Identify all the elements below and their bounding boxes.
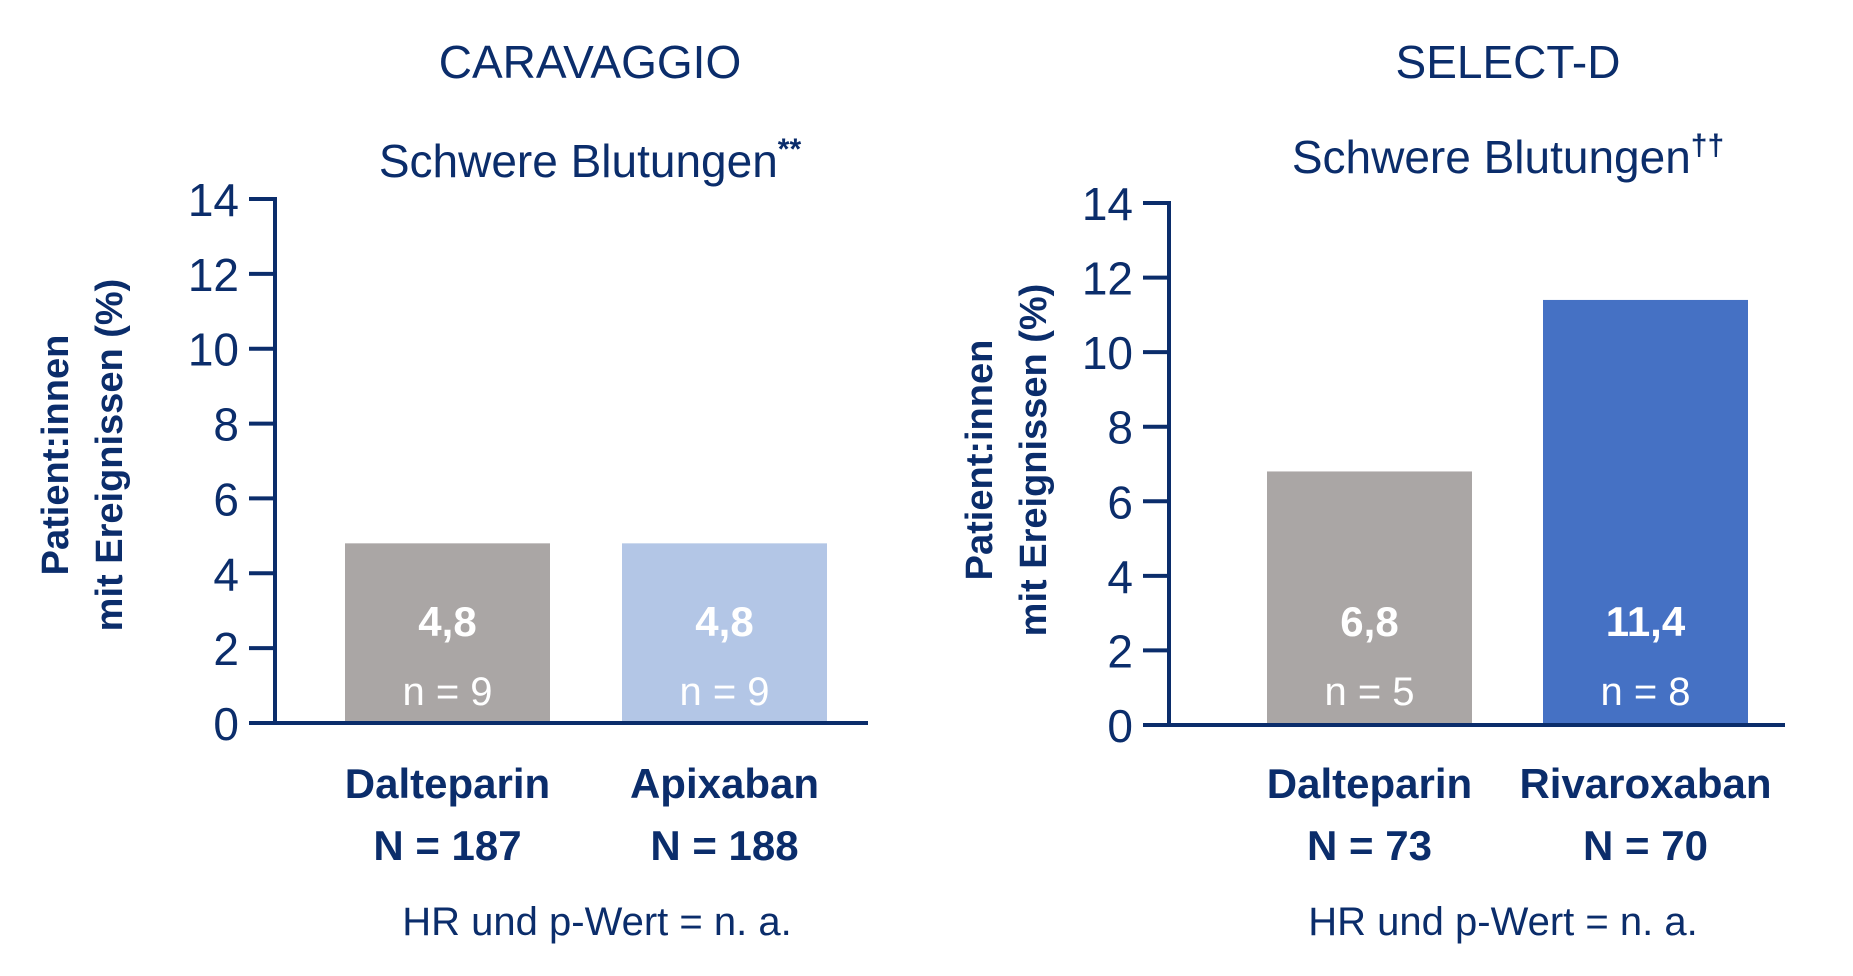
y-axis-label-line1: Patient:innen bbox=[35, 335, 77, 576]
y-tick-label: 8 bbox=[1107, 402, 1133, 454]
category-sample-size: N = 187 bbox=[373, 822, 521, 869]
chart-panel-1: SELECT-D Schwere Blutungen†† Patient:innen… bbox=[959, 36, 1785, 944]
footnote: HR und p-Wert = n. a. bbox=[402, 900, 791, 944]
y-tick-label: 8 bbox=[213, 399, 239, 451]
bar-value-label: 4,8 bbox=[418, 598, 476, 645]
y-tick-label: 12 bbox=[1082, 253, 1133, 305]
y-axis-label-line2: mit Ereignissen (%) bbox=[89, 279, 131, 632]
category-label: Rivaroxaban bbox=[1519, 760, 1771, 807]
category-sample-size: N = 73 bbox=[1307, 822, 1432, 869]
y-tick-label: 6 bbox=[213, 473, 239, 525]
category-label: Dalteparin bbox=[345, 760, 550, 807]
category-sample-size: N = 70 bbox=[1583, 822, 1708, 869]
chart-title: Schwere Blutungen†† bbox=[1292, 129, 1724, 183]
bar-dalteparin bbox=[345, 543, 550, 721]
study-title: CARAVAGGIO bbox=[439, 36, 741, 88]
y-tick-label: 4 bbox=[1107, 551, 1133, 603]
bar-apixaban bbox=[622, 543, 827, 721]
chart-panel-0: CARAVAGGIO Schwere Blutungen** Patient:inn… bbox=[35, 36, 868, 944]
y-axis-label-line1: Patient:innen bbox=[959, 340, 1001, 581]
y-tick-label: 14 bbox=[1082, 178, 1133, 230]
bar-n-label: n = 9 bbox=[679, 670, 769, 714]
study-title: SELECT-D bbox=[1396, 36, 1621, 88]
y-tick-label: 0 bbox=[1107, 700, 1133, 752]
y-tick-label: 2 bbox=[1107, 625, 1133, 677]
category-label: Apixaban bbox=[630, 760, 819, 807]
bar-dalteparin bbox=[1267, 471, 1472, 723]
y-tick-label: 10 bbox=[1082, 327, 1133, 379]
category-label: Dalteparin bbox=[1267, 760, 1472, 807]
y-tick-label: 4 bbox=[213, 548, 239, 600]
y-tick-label: 14 bbox=[188, 174, 239, 226]
y-tick-label: 6 bbox=[1107, 476, 1133, 528]
y-axis-label-line2: mit Ereignissen (%) bbox=[1013, 284, 1055, 637]
y-tick-label: 0 bbox=[213, 698, 239, 750]
bar-n-label: n = 8 bbox=[1600, 670, 1690, 714]
bar-rivaroxaban bbox=[1543, 299, 1748, 723]
category-sample-size: N = 188 bbox=[650, 822, 798, 869]
footnote: HR und p-Wert = n. a. bbox=[1308, 900, 1697, 944]
y-tick-label: 12 bbox=[188, 249, 239, 301]
chart-title: Schwere Blutungen** bbox=[379, 133, 802, 187]
y-tick-label: 10 bbox=[188, 324, 239, 376]
bar-value-label: 4,8 bbox=[695, 598, 753, 645]
bar-value-label: 6,8 bbox=[1340, 598, 1398, 645]
bar-n-label: n = 9 bbox=[402, 670, 492, 714]
bar-value-label: 11,4 bbox=[1606, 598, 1686, 645]
bar-n-label: n = 5 bbox=[1324, 670, 1414, 714]
y-tick-label: 2 bbox=[213, 623, 239, 675]
